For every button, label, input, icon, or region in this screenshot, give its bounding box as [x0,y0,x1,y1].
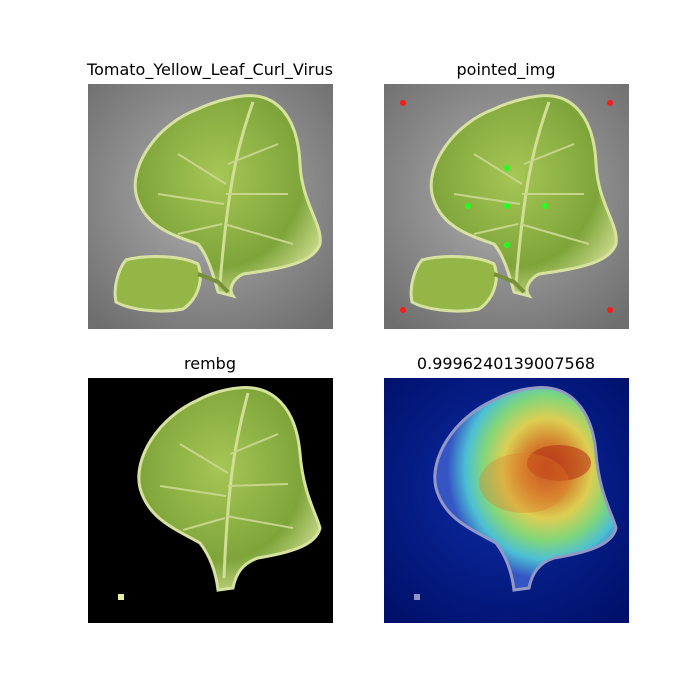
panel-title-original: Tomato_Yellow_Leaf_Curl_Virus [87,60,333,79]
corner-point [607,307,613,313]
original-image [88,84,333,329]
panel-title-score: 0.9996240139007568 [416,354,596,373]
center-point [504,242,510,248]
center-point [465,203,471,209]
corner-point [607,100,613,106]
corner-point [400,307,406,313]
center-point [504,165,510,171]
center-point [504,203,510,209]
panel-title-rembg: rembg [184,354,236,373]
rembg-image [88,378,333,623]
pointed-image [384,84,629,329]
corner-point [400,100,406,106]
center-point [542,203,548,209]
heatmap-image [384,378,629,623]
panel-title-pointed: pointed_img [456,60,556,79]
